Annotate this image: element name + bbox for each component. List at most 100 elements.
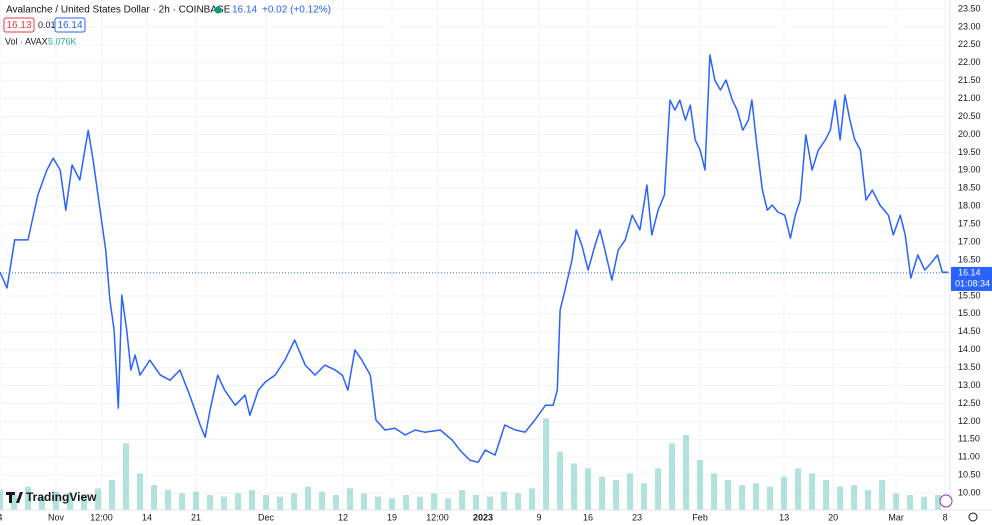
spread: 0.01 [38,20,56,30]
volume-bar [557,451,564,510]
volume-bar [109,480,116,510]
volume-bar [613,480,620,510]
y-tick-label: 10.50 [958,470,981,480]
volume-bar [473,495,480,510]
change: +0.02 (+0.12%) [262,5,331,16]
volume-bar [809,473,816,510]
brand-logo[interactable]: TradingView [6,490,97,504]
volume-bar [669,443,676,510]
volume-bar [921,496,928,510]
volume-bar [501,491,508,510]
buy-price: 16.14 [57,20,82,31]
volume-bar [277,496,284,510]
y-tick-label: 15.50 [958,290,981,300]
y-tick-label: 16.50 [958,254,981,264]
x-tick-label: 14 [142,512,152,522]
x-tick-label: 12:00 [90,512,113,522]
volume-pane [0,418,942,510]
buy-box[interactable] [54,17,86,33]
volume-bar [151,485,158,510]
y-tick-label: 11.50 [958,434,980,444]
volume-bar [487,496,494,510]
volume-bar [165,490,172,510]
volume-bar [543,418,550,510]
x-tick-label: Nov [48,512,65,522]
sell-box[interactable] [3,17,35,33]
volume-bar [207,495,214,510]
volume-bar [39,496,46,510]
volume-bar [795,468,802,510]
x-tick-label: 19 [387,512,397,522]
volume-bar [907,495,914,510]
last-price-label: 16.14 [958,267,981,277]
volume-bar [235,493,242,510]
y-tick-label: 21.50 [958,75,981,85]
volume-bar [347,488,354,510]
y-tick-label: 20.00 [958,129,981,139]
volume-bar [725,480,732,510]
volume-bar [95,488,102,510]
volume-bar [571,463,578,510]
y-tick-label: 21.00 [958,93,981,103]
volume-bar [403,495,410,510]
y-tick-label: 14.50 [958,326,981,336]
volume-bar [263,495,270,510]
x-tick-label: 12 [338,512,348,522]
x-tick-label: 23 [632,512,642,522]
volume-bar [459,490,466,510]
y-tick-label: 15.00 [958,308,981,318]
volume-bar [81,495,88,510]
volume-bar [865,490,872,510]
y-tick-label: 17.50 [958,219,981,229]
volume-bar [11,495,18,510]
volume-bar [851,485,858,510]
volume-bar [767,486,774,510]
volume-bar [711,473,718,510]
sell-price: 16.13 [6,20,31,31]
volume-bar [585,468,592,510]
axes: 10.00 10.50 11.00 11.50 12.00 12.50 13.00 13.50… [0,3,992,522]
x-tick-label: 12:00 [426,512,449,522]
countdown: 01:08:34 [955,278,990,288]
volume-bar [641,483,648,510]
y-tick-label: 13.00 [958,380,981,390]
y-tick-label: 14.00 [958,344,981,354]
x-tick-label: 16 [583,512,593,522]
volume-bar [431,493,438,510]
y-tick-label: 12.00 [958,416,981,426]
x-tick-label: Dec [258,512,275,522]
brand-icon [6,492,23,503]
y-tick-label: 20.50 [958,111,981,121]
y-tick-label: 18.50 [958,183,981,193]
volume-bar [739,485,746,510]
y-tick-label: 10.00 [958,488,981,498]
chart-title: Avalanche / United States Dollar · 2h · … [6,5,231,16]
price-line [0,54,948,464]
volume-bar [417,496,424,510]
volume-bar [627,473,634,510]
x-tick-label: Feb [692,512,708,522]
volume-bar [123,443,130,510]
y-tick-label: 19.00 [958,165,981,175]
volume-bar [249,490,256,510]
volume-bar [823,480,830,510]
volume-bar [753,483,760,510]
x-tick-label: 13 [779,512,789,522]
x-tick-label: 8 [943,512,948,522]
y-tick-label: 23.50 [958,3,981,13]
volume-bar [935,495,942,510]
event-icon[interactable] [939,494,953,508]
y-tick-label: 17.00 [958,236,981,246]
y-tick-label: 18.00 [958,201,981,211]
y-tick-label: 13.50 [958,362,981,372]
volume-bar [445,498,452,510]
y-tick-label: 23.00 [958,21,981,31]
volume-bar [193,491,200,510]
settings-icon[interactable] [968,512,978,522]
y-tick-label: 12.50 [958,398,981,408]
volume-bar [179,493,186,510]
volume-title: Vol · AVAX [5,36,48,46]
y-tick-label: 19.50 [958,147,981,157]
x-tick-label: Mar [888,512,904,522]
volume-bar [319,491,326,510]
